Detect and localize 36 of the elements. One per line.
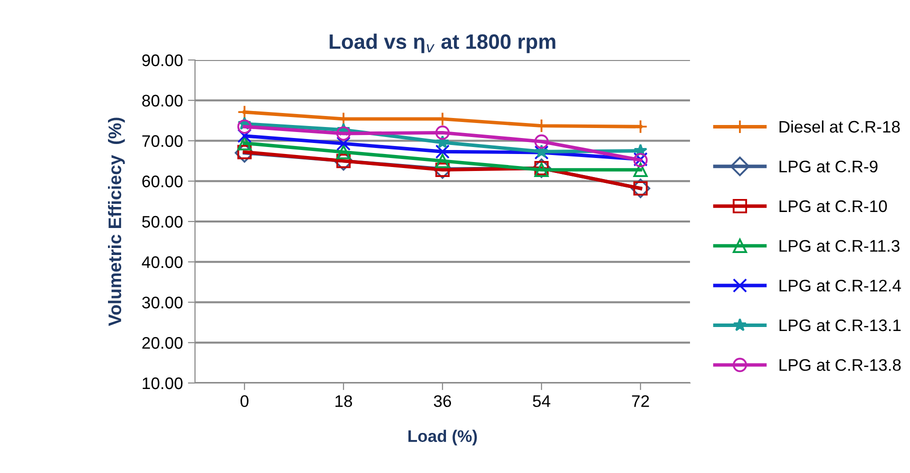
chart-title: Load vs η$_{v}$ at 1800 rpm <box>330 34 556 54</box>
legend-label: LPG at C.R-12.4 <box>780 280 901 292</box>
point <box>435 154 450 168</box>
y-tick-label: 70.00 <box>142 135 183 147</box>
x-tick-label: 18 <box>336 395 352 408</box>
legend-label: LPG at C.R-13.1 <box>780 319 901 332</box>
point <box>336 144 351 160</box>
y-tick-label: 20.00 <box>142 337 183 349</box>
legend-label: LPG at C.R-9 <box>780 160 878 172</box>
y-axis-title: Volumetric Efficiecy (%) <box>108 118 125 326</box>
y-tick-label: 30.00 <box>142 296 183 308</box>
legend-label: Diesel at C.R-18 <box>780 120 900 133</box>
point <box>534 134 549 149</box>
x-tick-label: 36 <box>434 395 452 408</box>
point <box>237 119 252 134</box>
point <box>336 126 351 141</box>
y-tick-label: 80.00 <box>142 94 183 107</box>
legend-label: LPG at C.R-13.8 <box>780 359 901 371</box>
y-tick-label: 50.00 <box>142 216 183 228</box>
point <box>435 144 450 159</box>
point <box>633 162 648 177</box>
x-tick-label: 72 <box>632 395 649 407</box>
y-tick-label: 40.00 <box>142 256 183 268</box>
x-tick-label: 54 <box>532 395 550 408</box>
y-tick-label: 90.00 <box>142 54 183 66</box>
legend-label: LPG at C.R-11.3 <box>780 240 900 252</box>
point <box>435 126 450 140</box>
x-tick-label: 0 <box>240 395 248 408</box>
point <box>336 136 351 151</box>
x-axis-title: Load (%) <box>408 430 477 446</box>
point <box>237 136 252 150</box>
point <box>436 135 450 148</box>
y-tick-label: 60.00 <box>142 176 183 188</box>
y-tick-label: 10.00 <box>142 377 183 390</box>
point <box>237 128 252 144</box>
legend-label: LPG at C.R-10 <box>780 200 887 212</box>
